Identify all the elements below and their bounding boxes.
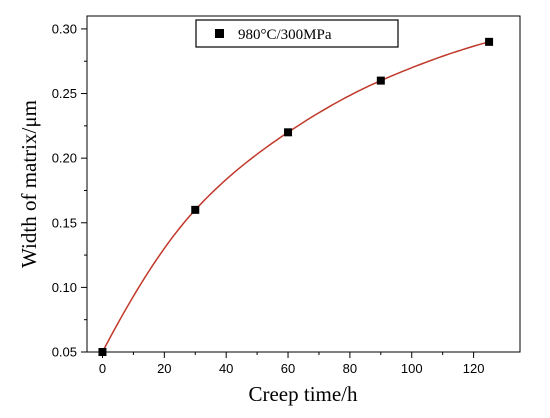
data-point (376, 76, 385, 85)
fit-curve-layer (101, 41, 490, 353)
y-tick-label: 0.05 (52, 345, 77, 360)
data-points (98, 37, 494, 356)
legend-marker-square (215, 29, 224, 38)
y-tick-label: 0.20 (52, 151, 77, 166)
data-point (98, 348, 107, 356)
plot-frame (86, 15, 521, 353)
data-point (191, 205, 200, 214)
x-axis-ticks: 0 20 40 60 80 100 120 (99, 352, 485, 376)
x-tick-label: 80 (343, 361, 357, 376)
legend-box (195, 19, 399, 48)
data-point (284, 128, 293, 137)
legend: 980°C/300MPa (195, 19, 399, 48)
x-tick-label: 20 (157, 361, 171, 376)
x-tick-label: 100 (401, 361, 423, 376)
legend-entry: 980°C/300MPa (238, 27, 332, 43)
axes (86, 15, 521, 353)
fit-curve (101, 41, 490, 353)
x-tick-label: 40 (219, 361, 233, 376)
x-tick-label: 120 (463, 361, 485, 376)
y-tick-label: 0.25 (52, 86, 77, 101)
y-axis-title: Width of matrix/μm (17, 100, 41, 268)
y-tick-label: 0.10 (52, 280, 77, 295)
y-tick-label: 0.15 (52, 215, 77, 230)
x-tick-label: 60 (281, 361, 295, 376)
y-tick-label: 0.30 (52, 21, 77, 36)
data-point (485, 37, 494, 46)
x-axis-title: Creep time/h (248, 382, 358, 406)
y-axis-ticks: 0.05 0.10 0.15 0.20 0.25 0.30 (52, 21, 87, 360)
x-tick-label: 0 (99, 361, 106, 376)
